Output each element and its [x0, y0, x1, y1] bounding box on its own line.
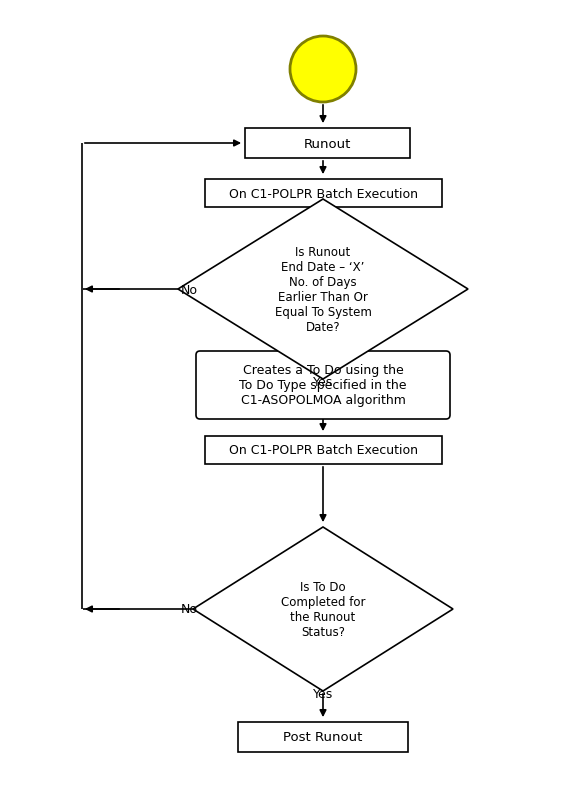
Bar	[205, 436, 442, 464]
Bar	[205, 180, 442, 208]
Text: Is Runout
End Date – ‘X’
No. of Days
Earlier Than Or
Equal To System
Date?: Is Runout End Date – ‘X’ No. of Days Ear…	[274, 245, 371, 334]
Text: No: No	[181, 283, 198, 296]
Text: Post Runout: Post Runout	[284, 731, 363, 743]
Text: Yes: Yes	[313, 376, 333, 389]
FancyBboxPatch shape	[196, 351, 450, 419]
Text: Is To Do
Completed for
the Runout
Status?: Is To Do Completed for the Runout Status…	[281, 581, 365, 638]
Text: Creates a To Do using the
To Do Type specified in the
C1-ASOPOLMOA algorithm: Creates a To Do using the To Do Type spe…	[239, 364, 407, 407]
Bar	[238, 722, 408, 752]
Polygon shape	[178, 200, 468, 379]
Text: Yes: Yes	[313, 687, 333, 701]
Ellipse shape	[290, 37, 356, 103]
Bar	[245, 129, 410, 159]
Polygon shape	[193, 528, 453, 691]
Text: On C1-POLPR Batch Execution: On C1-POLPR Batch Execution	[229, 444, 418, 457]
Text: On C1-POLPR Batch Execution: On C1-POLPR Batch Execution	[229, 187, 418, 200]
Text: Runout: Runout	[304, 137, 351, 150]
Text: No: No	[181, 603, 198, 616]
